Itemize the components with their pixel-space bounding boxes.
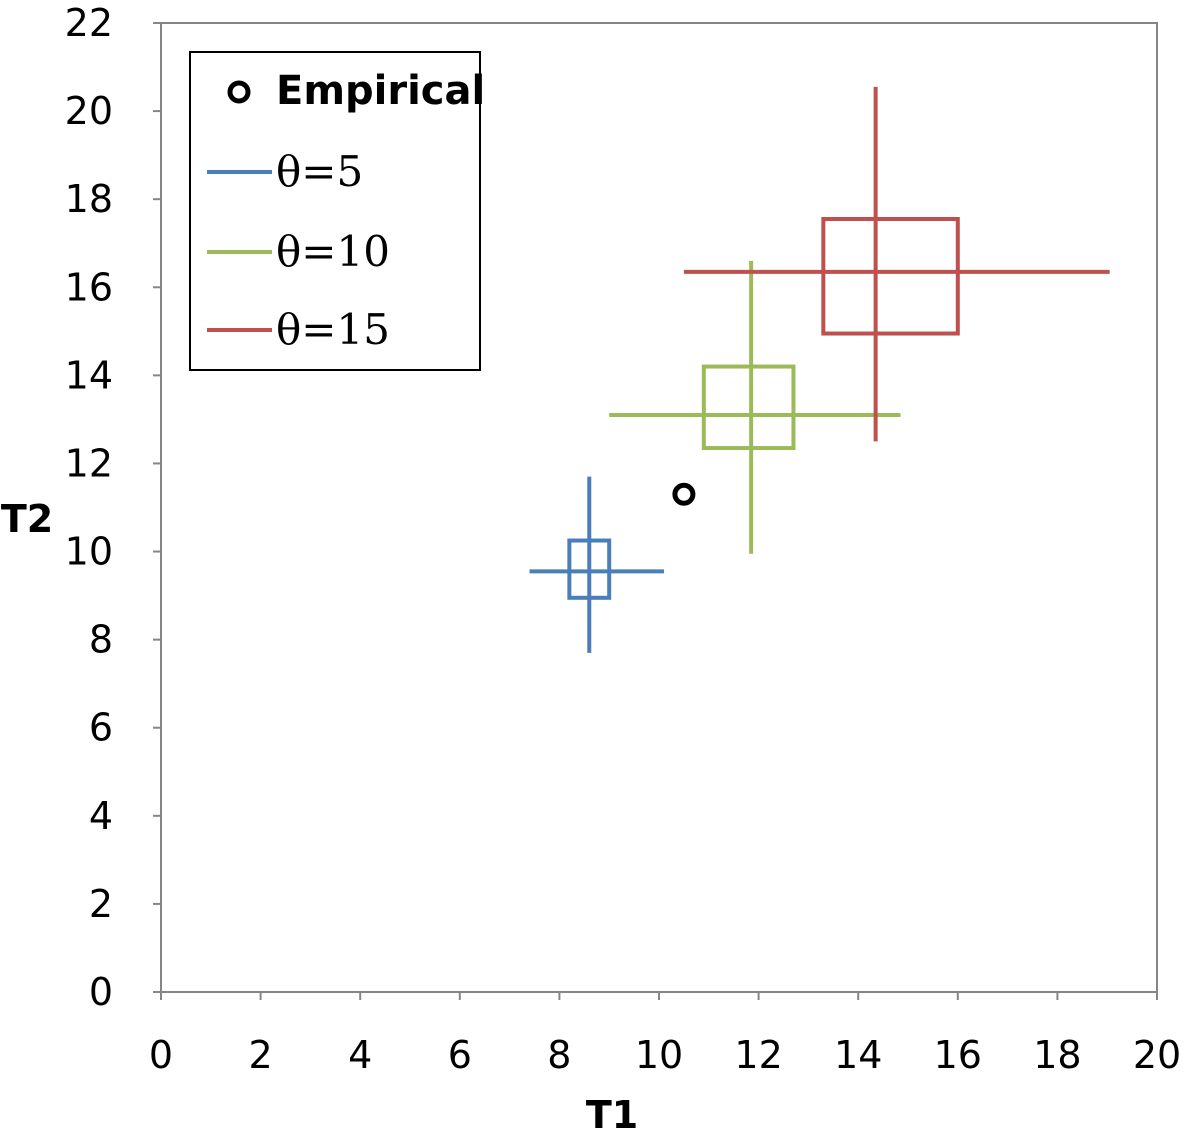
x-axis-title: T1	[586, 1093, 638, 1137]
x-tick-label-9: 18	[1033, 1033, 1081, 1077]
x-tick-label-0: 0	[149, 1033, 173, 1077]
legend-box	[189, 51, 481, 371]
series-2-box	[821, 217, 960, 336]
y-tick-label-3: 6	[89, 706, 113, 750]
legend-series-2-label: θ=15	[276, 305, 390, 354]
x-tick-label-4: 8	[547, 1033, 571, 1077]
legend-empirical-label: Empirical	[276, 68, 485, 114]
x-tick-label-3: 6	[448, 1033, 472, 1077]
empirical-layer	[672, 482, 696, 506]
y-tick-label-7: 14	[65, 353, 113, 397]
x-axis: 0 2 4 6 8 10 12 14 16 18 20	[149, 992, 1181, 1077]
series-1	[609, 260, 901, 554]
y-tick-label-5: 10	[65, 530, 113, 574]
y-tick-label-10: 20	[65, 89, 113, 133]
x-tick-label-7: 14	[834, 1033, 882, 1077]
y-tick-label-0: 0	[89, 970, 113, 1014]
y-axis: 0 2 4 6 8 10 12 14 16 18 20 22	[65, 1, 161, 1014]
series-1-box	[701, 364, 796, 451]
y-tick-label-4: 8	[89, 618, 113, 662]
series-2	[683, 86, 1110, 442]
series-0	[529, 476, 664, 653]
y-tick-label-2: 4	[89, 794, 113, 838]
y-tick-label-8: 16	[65, 265, 113, 309]
y-tick-label-9: 18	[65, 177, 113, 221]
legend-series-1-label: θ=10	[276, 227, 390, 276]
y-tick-label-11: 22	[65, 1, 113, 45]
x-tick-label-5: 10	[635, 1033, 683, 1077]
x-tick-label-2: 4	[348, 1033, 372, 1077]
x-tick-label-8: 16	[934, 1033, 982, 1077]
y-tick-label-6: 12	[65, 441, 113, 485]
x-tick-label-10: 20	[1133, 1033, 1181, 1077]
series-layer	[529, 86, 1110, 653]
legend-empirical-marker	[227, 80, 251, 104]
empirical-point	[672, 482, 696, 506]
y-axis-title: T2	[1, 497, 53, 541]
legend: Empirical θ=5 θ=10 θ=15	[189, 51, 485, 371]
y-tick-label-1: 2	[89, 882, 113, 926]
legend-series-0-label: θ=5	[276, 147, 363, 196]
x-tick-label-1: 2	[249, 1033, 273, 1077]
series-0-box	[567, 538, 612, 600]
x-tick-label-6: 12	[734, 1033, 782, 1077]
